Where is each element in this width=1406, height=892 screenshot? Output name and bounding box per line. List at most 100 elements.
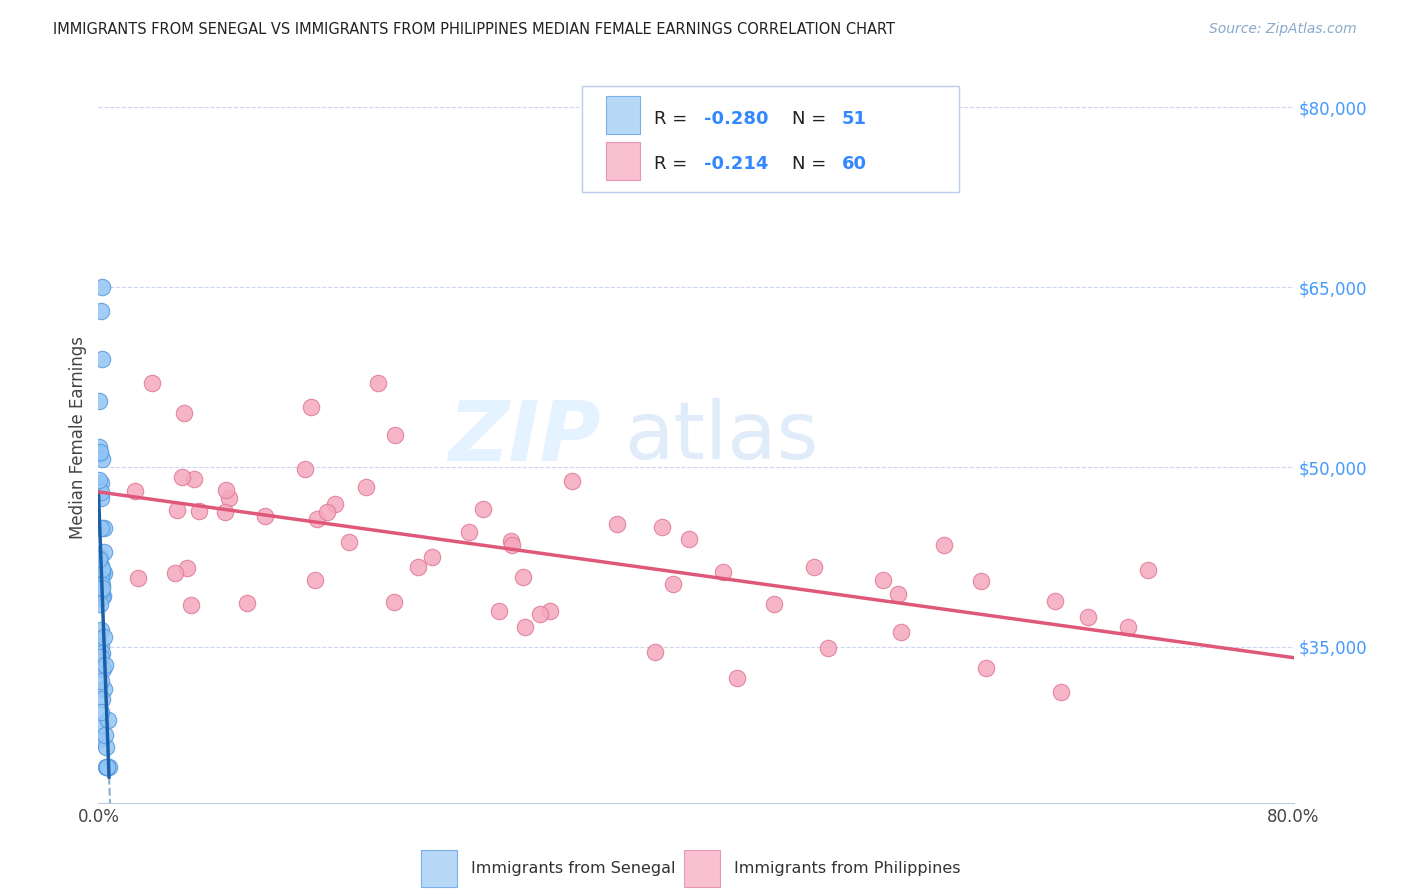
Point — [90, 584, 112, 599]
Point — [323, 497, 346, 511]
Point — [422, 550, 444, 565]
Point — [471, 501, 494, 516]
Point — [214, 505, 236, 519]
Text: -0.214: -0.214 — [704, 155, 769, 173]
Point — [89, 440, 111, 454]
Point — [1136, 563, 1159, 577]
Point — [235, 596, 257, 610]
Point — [305, 512, 328, 526]
Point — [304, 573, 326, 587]
Point — [89, 549, 111, 564]
Point — [488, 604, 510, 618]
Point — [93, 657, 115, 672]
Text: ZIP: ZIP — [447, 397, 600, 477]
Point — [93, 681, 115, 696]
FancyBboxPatch shape — [685, 850, 720, 887]
Text: Immigrants from Senegal: Immigrants from Senegal — [471, 861, 676, 876]
Point — [90, 304, 112, 318]
Point — [763, 598, 786, 612]
Point — [662, 577, 685, 591]
Point — [1077, 610, 1099, 624]
Point — [96, 760, 118, 774]
Point — [90, 692, 112, 706]
Point — [90, 491, 112, 505]
Point — [96, 760, 118, 774]
Point — [218, 491, 240, 506]
Point — [89, 447, 111, 461]
Point — [90, 572, 112, 586]
Text: N =: N = — [792, 110, 831, 128]
Point — [91, 280, 114, 294]
Point — [89, 718, 111, 732]
Point — [1050, 684, 1073, 698]
Point — [96, 760, 118, 774]
FancyBboxPatch shape — [606, 96, 640, 134]
Text: 60: 60 — [842, 155, 866, 173]
Point — [725, 671, 748, 685]
Text: atlas: atlas — [624, 398, 818, 476]
Point — [382, 594, 405, 608]
Point — [89, 473, 111, 487]
Point — [501, 533, 523, 548]
Point — [890, 625, 912, 640]
Point — [512, 570, 534, 584]
Point — [91, 661, 114, 675]
Point — [90, 475, 112, 490]
Point — [90, 705, 112, 719]
FancyBboxPatch shape — [422, 850, 457, 887]
Point — [970, 574, 993, 588]
Point — [97, 714, 120, 728]
FancyBboxPatch shape — [606, 142, 640, 179]
Point — [91, 589, 114, 603]
Point — [932, 538, 955, 552]
Point — [384, 427, 406, 442]
Point — [253, 508, 276, 523]
Point — [173, 406, 195, 420]
Point — [90, 639, 112, 653]
Point — [339, 535, 361, 549]
FancyBboxPatch shape — [582, 86, 959, 192]
Point — [872, 573, 894, 587]
Point — [538, 604, 561, 618]
Point — [457, 524, 479, 539]
Point — [529, 607, 551, 621]
Point — [187, 504, 209, 518]
Text: R =: R = — [654, 110, 693, 128]
Point — [974, 661, 997, 675]
Point — [90, 574, 112, 588]
Point — [166, 503, 188, 517]
Point — [180, 598, 202, 612]
Text: 51: 51 — [842, 110, 866, 128]
Y-axis label: Median Female Earnings: Median Female Earnings — [69, 335, 87, 539]
Point — [299, 400, 322, 414]
Point — [90, 673, 112, 688]
Point — [89, 597, 111, 611]
Point — [561, 474, 583, 488]
Point — [89, 521, 111, 535]
Point — [513, 620, 536, 634]
Point — [90, 484, 112, 499]
Text: R =: R = — [654, 155, 693, 173]
Point — [803, 560, 825, 574]
Point — [183, 472, 205, 486]
Point — [93, 566, 115, 581]
Point — [91, 591, 114, 605]
Point — [176, 561, 198, 575]
Point — [89, 482, 111, 496]
Point — [91, 646, 114, 660]
Point — [172, 470, 194, 484]
Point — [1043, 594, 1066, 608]
Point — [89, 591, 111, 605]
Point — [141, 376, 163, 391]
Point — [678, 532, 700, 546]
Point — [215, 483, 238, 497]
Point — [711, 566, 734, 580]
Point — [89, 552, 111, 566]
Point — [93, 521, 115, 535]
Point — [367, 376, 389, 391]
Point — [91, 352, 114, 367]
Point — [89, 444, 111, 458]
Point — [93, 545, 115, 559]
Point — [89, 394, 111, 409]
Point — [93, 630, 115, 644]
